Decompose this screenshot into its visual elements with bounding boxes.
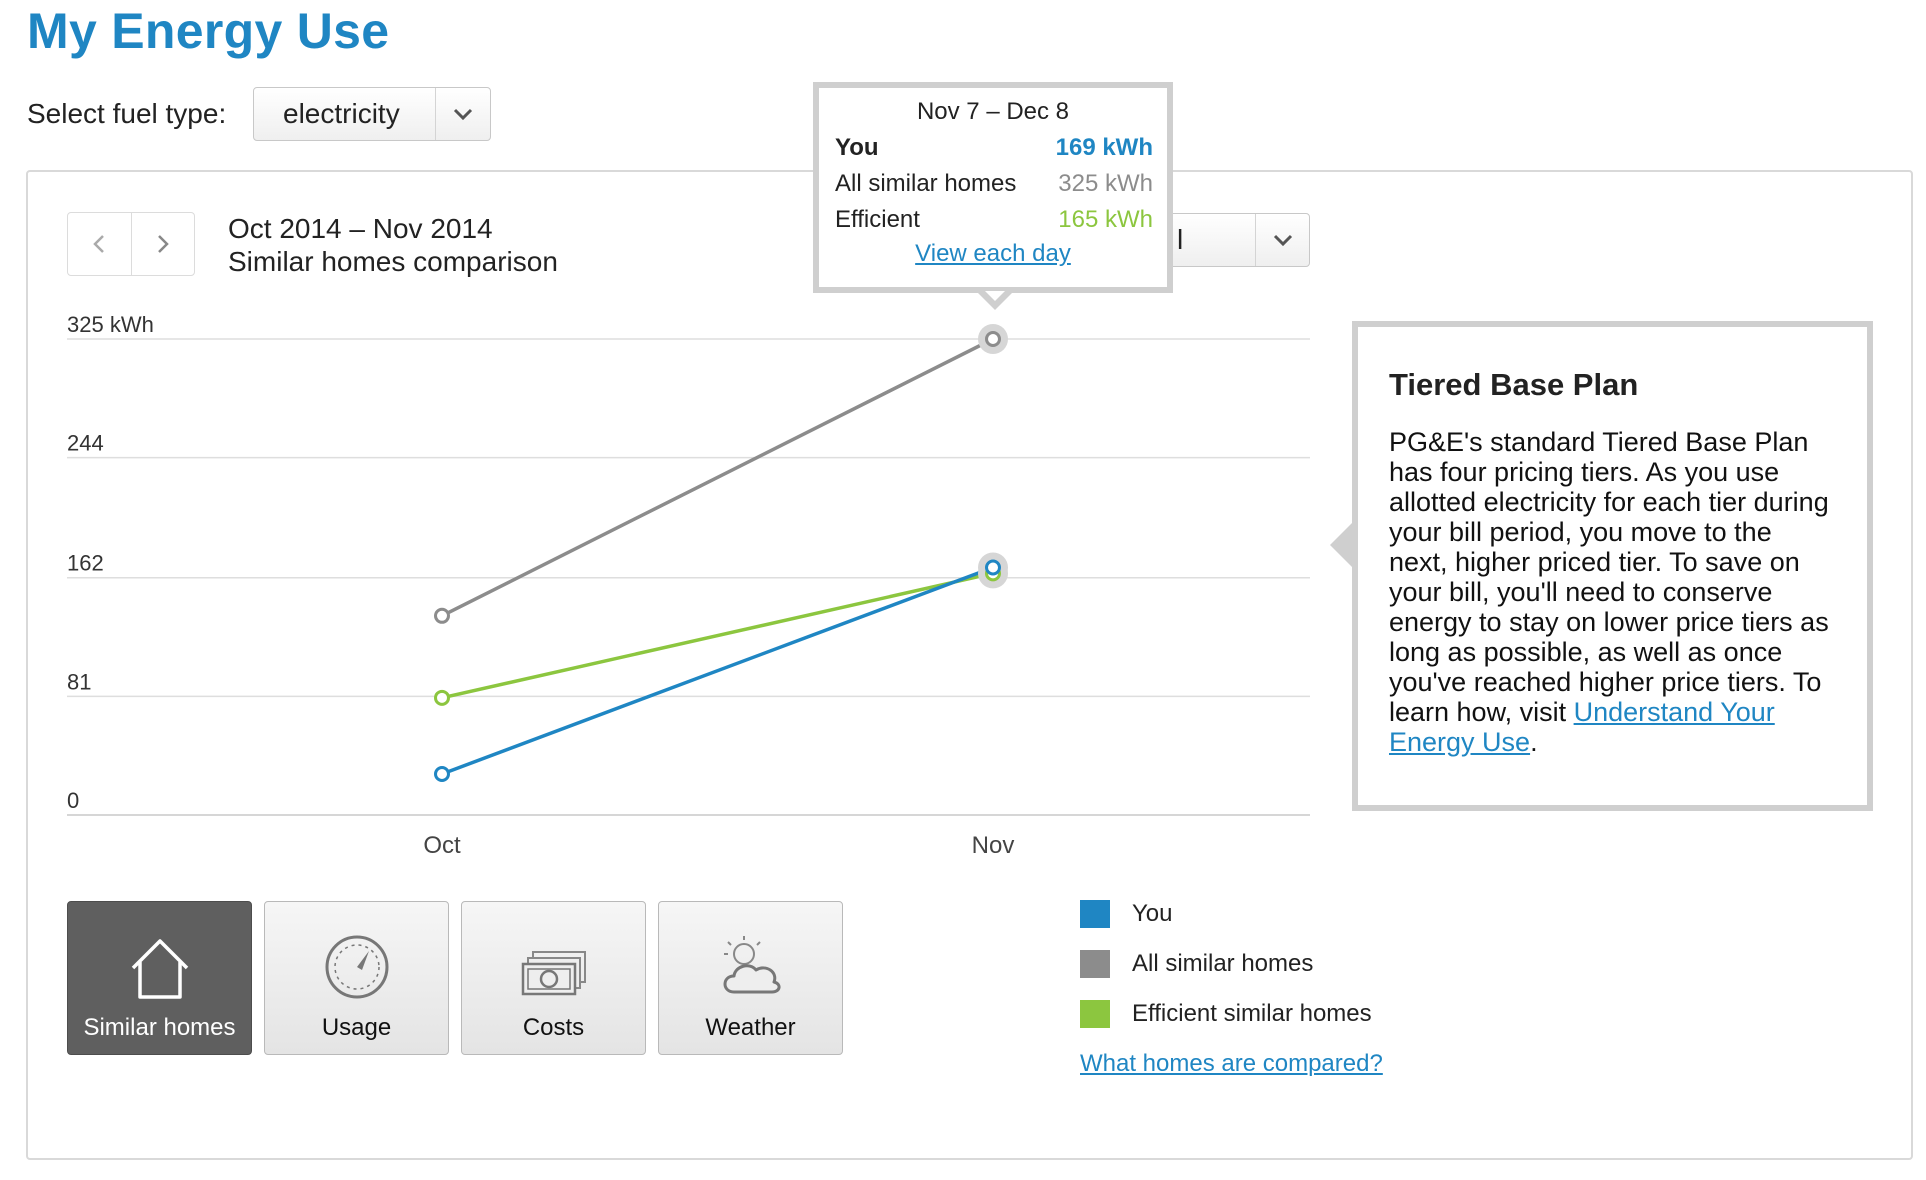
what-homes-compared-link[interactable]: What homes are compared?	[1080, 1050, 1383, 1077]
sun-cloud-icon	[716, 912, 786, 1002]
tooltip-row-all-similar: All similar homes 325 kWh	[819, 170, 1167, 198]
tooltip-row-name: You	[835, 134, 879, 161]
tooltip-row-name: Efficient	[835, 206, 920, 233]
tooltip-title: Nov 7 – Dec 8	[916, 98, 1070, 125]
chart-tooltip: Nov 7 – Dec 8 You 169 kWh All similar ho…	[813, 82, 1173, 293]
tooltip-row-name: All similar homes	[835, 170, 1017, 197]
y-tick-label: 162	[67, 551, 104, 576]
y-tick-label: 81	[67, 669, 91, 694]
x-tick-label: Oct	[423, 832, 461, 859]
y-tick-label: 244	[67, 431, 104, 456]
comparison-tabs: Similar homes Usage Costs Weather	[67, 901, 843, 1055]
legend-swatch	[1080, 1000, 1110, 1028]
page-title: My Energy Use	[27, 3, 390, 59]
rate-plan-info: Tiered Base Plan PG&E's standard Tiered …	[1352, 321, 1873, 811]
tab-label: Weather	[705, 1014, 796, 1041]
tooltip-row-you: You 169 kWh	[819, 134, 1167, 162]
tab-weather[interactable]: Weather	[658, 901, 843, 1055]
series-line-efficient	[441, 571, 994, 700]
info-body: PG&E's standard Tiered Base Plan has fou…	[1389, 427, 1837, 757]
x-tick-label: Nov	[972, 832, 1015, 859]
tab-costs[interactable]: Costs	[461, 901, 646, 1055]
legend-item-all-similar: All similar homes	[1080, 950, 1372, 978]
legend-swatch	[1080, 950, 1110, 978]
legend-item-you: You	[1080, 900, 1372, 928]
gauge-icon	[322, 912, 392, 1002]
fuel-type-label: Select fuel type:	[27, 98, 227, 129]
period-subtitle: Similar homes comparison	[228, 246, 558, 277]
y-tick-label: 0	[67, 788, 79, 813]
money-icon	[519, 912, 589, 1002]
legend-label: All similar homes	[1132, 950, 1314, 977]
tooltip-pointer-inner	[985, 291, 1005, 301]
legend-item-efficient: Efficient similar homes	[1080, 1000, 1372, 1028]
usage-line-chart: 325 kWh 244 162 81 0 Oct Nov	[67, 312, 1310, 859]
series-line-you	[441, 565, 994, 776]
tab-label: Costs	[522, 1014, 585, 1041]
view-select-value: l	[1177, 224, 1184, 255]
tab-similar-homes[interactable]: Similar homes	[67, 901, 252, 1055]
chevron-left-icon	[93, 235, 105, 253]
tab-label: Similar homes	[83, 1014, 236, 1041]
tab-label: Usage	[321, 1014, 392, 1041]
chevron-right-icon	[157, 235, 169, 253]
info-pointer	[1330, 523, 1352, 567]
data-point-all-similar-homes	[985, 331, 1001, 347]
data-point-efficient	[434, 689, 450, 706]
next-period-button[interactable]	[130, 213, 195, 275]
previous-period-button[interactable]	[68, 213, 131, 275]
tab-usage[interactable]: Usage	[264, 901, 449, 1055]
tooltip-row-efficient: Efficient 165 kWh	[819, 206, 1167, 234]
legend-label: Efficient similar homes	[1132, 1000, 1372, 1027]
info-title: Tiered Base Plan	[1389, 367, 1639, 402]
legend-label: You	[1132, 900, 1173, 927]
fuel-type-select[interactable]: electricity	[253, 87, 491, 141]
chart-legend: You All similar homes Efficient similar …	[1080, 900, 1372, 1050]
legend-swatch	[1080, 900, 1110, 928]
tooltip-row-value: 169 kWh	[1055, 134, 1153, 161]
data-point-all-similar-homes	[434, 607, 450, 624]
understand-energy-use-link[interactable]: Understand Your Energy Use	[1389, 697, 1775, 757]
tooltip-row-value: 165 kWh	[1058, 206, 1153, 233]
info-text-end: .	[1530, 727, 1538, 757]
view-each-day-link[interactable]: View each day	[915, 240, 1071, 267]
data-point-you	[985, 559, 1001, 576]
info-text: PG&E's standard Tiered Base Plan has fou…	[1389, 427, 1829, 727]
period-range: Oct 2014 – Nov 2014	[228, 213, 493, 244]
series-line-all-similar-homes	[441, 337, 994, 618]
tooltip-row-value: 325 kWh	[1058, 170, 1153, 197]
fuel-type-value: electricity	[283, 98, 400, 129]
y-tick-label: 325 kWh	[67, 312, 154, 337]
house-icon	[125, 912, 195, 1002]
chevron-down-icon	[435, 88, 490, 140]
chevron-down-icon	[1255, 214, 1309, 266]
period-nav	[67, 212, 195, 276]
data-point-you	[434, 765, 450, 782]
period-heading: Oct 2014 – Nov 2014 Similar homes compar…	[228, 212, 558, 278]
